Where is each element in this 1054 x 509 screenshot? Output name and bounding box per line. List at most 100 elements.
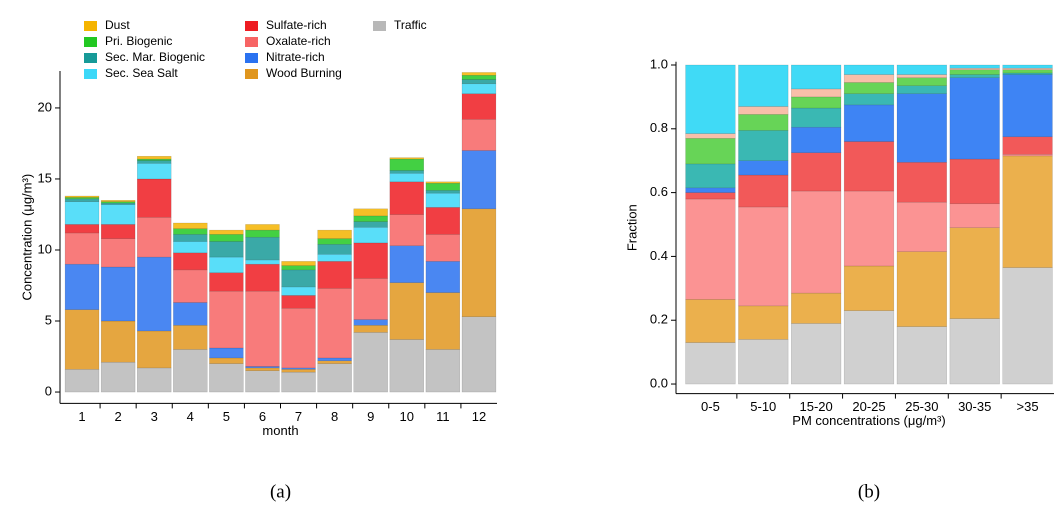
bar-segment (317, 229, 352, 239)
bar-segment (317, 360, 352, 364)
bar-segment (100, 320, 136, 363)
bar-segment (843, 93, 895, 106)
y-tick-label: 5 (45, 312, 52, 327)
bar-segment (173, 325, 208, 350)
y-tick-label: 20 (38, 99, 52, 114)
bar-segment (100, 224, 136, 239)
legend-swatch (84, 69, 97, 79)
bar-segment (209, 229, 244, 235)
bar-segment (791, 323, 842, 385)
y-tick-label: 0.6 (650, 184, 668, 199)
bar-segment (136, 163, 172, 180)
bar-segment (317, 363, 352, 393)
bar-segment (738, 174, 789, 208)
x-tick-label: 20-25 (852, 399, 885, 414)
bar-segment (843, 82, 895, 94)
bar-segment (738, 305, 789, 340)
bar-segment (64, 232, 100, 265)
bar-segment (136, 256, 172, 332)
bar-segment (209, 347, 244, 359)
legend-label: Dust (105, 18, 130, 32)
bar-segment (461, 119, 497, 151)
bar-segment (685, 64, 736, 134)
bar-segment (245, 366, 280, 369)
x-axis-label: month (262, 423, 298, 438)
bar-segment (949, 74, 1000, 79)
bar-segment (100, 200, 136, 202)
legend-label: Sec. Mar. Biogenic (105, 50, 205, 64)
bar-segment (245, 259, 280, 265)
bar-segment (389, 282, 425, 340)
bar-segment (791, 107, 842, 128)
bar-segment (64, 224, 100, 234)
bar-segment (136, 367, 172, 393)
legend-swatch (245, 37, 258, 47)
bar-segment (353, 208, 388, 217)
bar-segment (685, 133, 736, 139)
x-tick-label: 5-10 (750, 399, 776, 414)
bar-segment (949, 77, 1000, 160)
bar-segment (843, 190, 895, 267)
panel-caption: (b) (858, 481, 880, 502)
bar-segment (791, 126, 842, 153)
bar-segment (353, 319, 388, 326)
x-tick-label: 11 (436, 409, 450, 424)
panel-caption: (a) (270, 481, 291, 502)
bar-segment (281, 286, 316, 296)
bar-segment (245, 224, 280, 231)
bar-segment (389, 173, 425, 183)
bar-segment (317, 288, 352, 359)
bar-segment (389, 214, 425, 246)
bar-segment (461, 93, 497, 120)
y-axis-label: Fraction (624, 204, 639, 251)
bar-segment (389, 181, 425, 215)
bar-segment (64, 263, 100, 310)
bar-segment (896, 74, 947, 79)
legend-label: Sec. Sea Salt (105, 66, 178, 80)
bar-segment (245, 367, 280, 371)
bar-segment (173, 222, 208, 229)
bar-segment (685, 138, 736, 165)
bar-segment (1002, 155, 1053, 268)
bar-segment (353, 278, 388, 320)
bar-segment (685, 299, 736, 343)
bar-segment (791, 96, 842, 109)
bar-segment (843, 104, 895, 142)
bar-segment (209, 241, 244, 258)
bar-segment (738, 114, 789, 131)
bar-segment (843, 265, 895, 311)
bar-segment (949, 158, 1000, 205)
bar-segment (317, 261, 352, 289)
bar-segment (136, 217, 172, 258)
x-tick-label: 5 (223, 409, 230, 424)
y-tick-label: 10 (38, 241, 52, 256)
bar-segment (317, 244, 352, 255)
bar-segment (843, 64, 895, 75)
bar-segment (843, 310, 895, 385)
bar-segment (353, 215, 388, 222)
y-axis-label: Concentration (μg/m³) (19, 174, 34, 301)
y-tick-label: 0.0 (650, 375, 668, 390)
bar-segment (209, 357, 244, 364)
bar-segment (461, 208, 497, 317)
bar-segment (949, 69, 1000, 75)
bar-segment (843, 141, 895, 192)
legend-swatch (84, 53, 97, 63)
bar-segment (461, 79, 497, 85)
legend-label: Sulfate-rich (266, 18, 327, 32)
bar-segment (791, 88, 842, 98)
bar-segment (425, 207, 461, 235)
bar-segment (389, 170, 425, 174)
bar-segment (100, 266, 136, 322)
x-axis-label: PM concentrations (μg/m³) (792, 413, 945, 428)
bar-segment (281, 371, 316, 393)
bar-segment (173, 252, 208, 271)
bar-segment (738, 206, 789, 307)
bar-segment (209, 363, 244, 393)
bar-segment (461, 75, 497, 80)
bar-segment (136, 330, 172, 369)
bar-segment (425, 349, 461, 393)
bar-segment (136, 155, 172, 160)
legend-swatch (245, 53, 258, 63)
y-tick-label: 1.0 (650, 56, 668, 71)
